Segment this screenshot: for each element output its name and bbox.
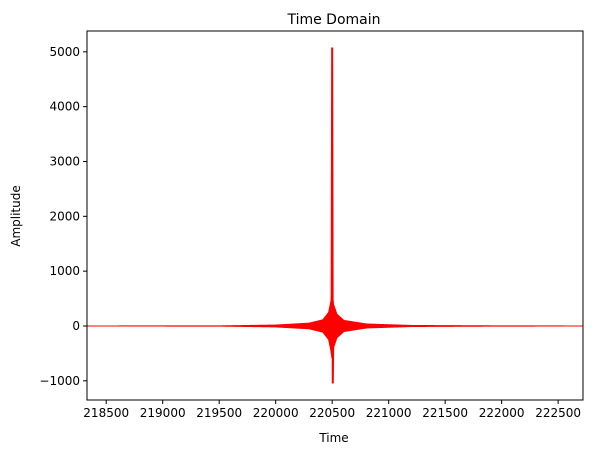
x-tick-label: 220000 [253,406,299,420]
plot-frame [86,30,584,401]
x-axis-ticks: 218500 219000 219500 220000 220500 221000 2215… [83,400,581,420]
y-tick-label: 1000 [49,264,80,278]
x-tick-label: 221500 [422,406,468,420]
series-peak-spike [330,47,335,384]
series-line [87,293,583,359]
y-tick-label: 5000 [49,45,80,59]
x-tick-label: 220500 [309,406,355,420]
y-tick-label: 3000 [49,154,80,168]
chart-title: Time Domain [286,12,380,28]
y-axis-label: Amplitude [9,185,23,247]
y-tick-label: 2000 [49,209,80,223]
x-tick-label: 219000 [140,406,186,420]
y-tick-label: −1000 [39,374,80,388]
series-group [87,47,583,384]
plot-area [86,30,584,401]
x-tick-label: 222500 [535,406,581,420]
x-tick-label: 218500 [83,406,129,420]
x-axis-label: Time [318,431,348,445]
x-tick-label: 221000 [366,406,412,420]
y-tick-label: 4000 [49,100,80,114]
y-axis-ticks: −1000 0 1000 2000 3000 4000 5000 [39,45,87,388]
y-tick-label: 0 [72,319,80,333]
x-tick-label: 219500 [196,406,242,420]
x-tick-label: 222000 [479,406,525,420]
